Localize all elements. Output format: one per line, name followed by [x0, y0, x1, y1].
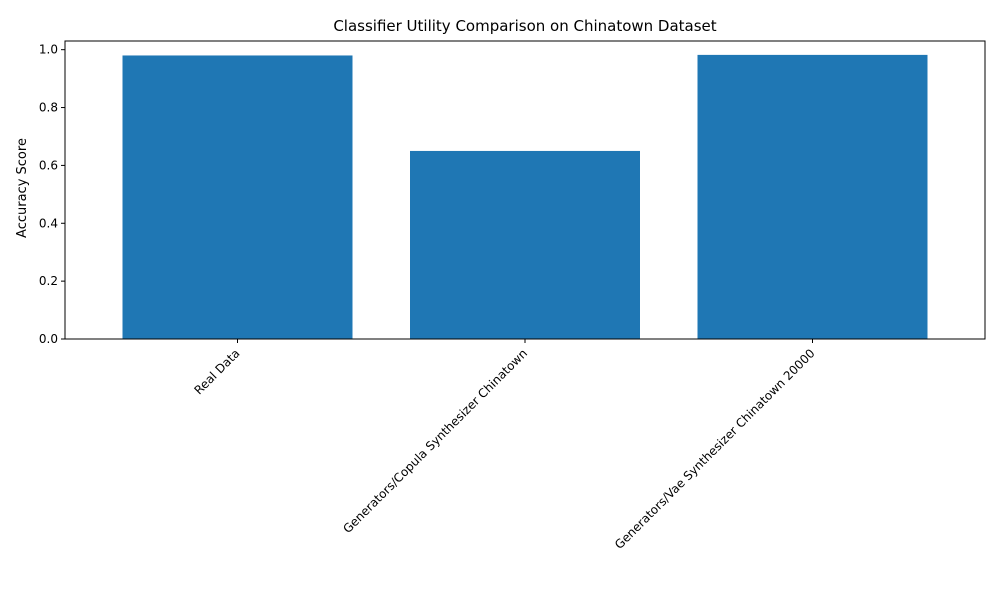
x-axis-ticks: Real Data Generators/Copula Synthesizer C…: [191, 339, 818, 552]
y-tick-label-1: 0.2: [39, 274, 58, 288]
chart-title: Classifier Utility Comparison on Chinato…: [333, 17, 716, 35]
bar-2: [697, 54, 928, 339]
bar-0: [122, 55, 353, 340]
y-tick-label-4: 0.8: [39, 101, 58, 115]
x-tick-label-0: Real Data: [191, 346, 242, 397]
y-tick-label-3: 0.6: [39, 158, 58, 172]
plot-frame: [64, 40, 986, 340]
y-tick-label-5: 1.0: [39, 43, 58, 57]
bar-1: [410, 150, 640, 339]
y-axis-label: Accuracy Score: [15, 138, 30, 238]
y-tick-label-2: 0.4: [39, 216, 58, 230]
bars-group: [122, 54, 928, 340]
x-tick-label-2: Generators/Vae Synthesizer Chinatown 200…: [612, 346, 818, 552]
y-axis-ticks: 0.0 0.2 0.4 0.6 0.8 1.0: [39, 43, 65, 346]
y-tick-label-0: 0.0: [39, 332, 58, 346]
x-tick-label-1: Generators/Copula Synthesizer Chinatown: [340, 346, 530, 536]
